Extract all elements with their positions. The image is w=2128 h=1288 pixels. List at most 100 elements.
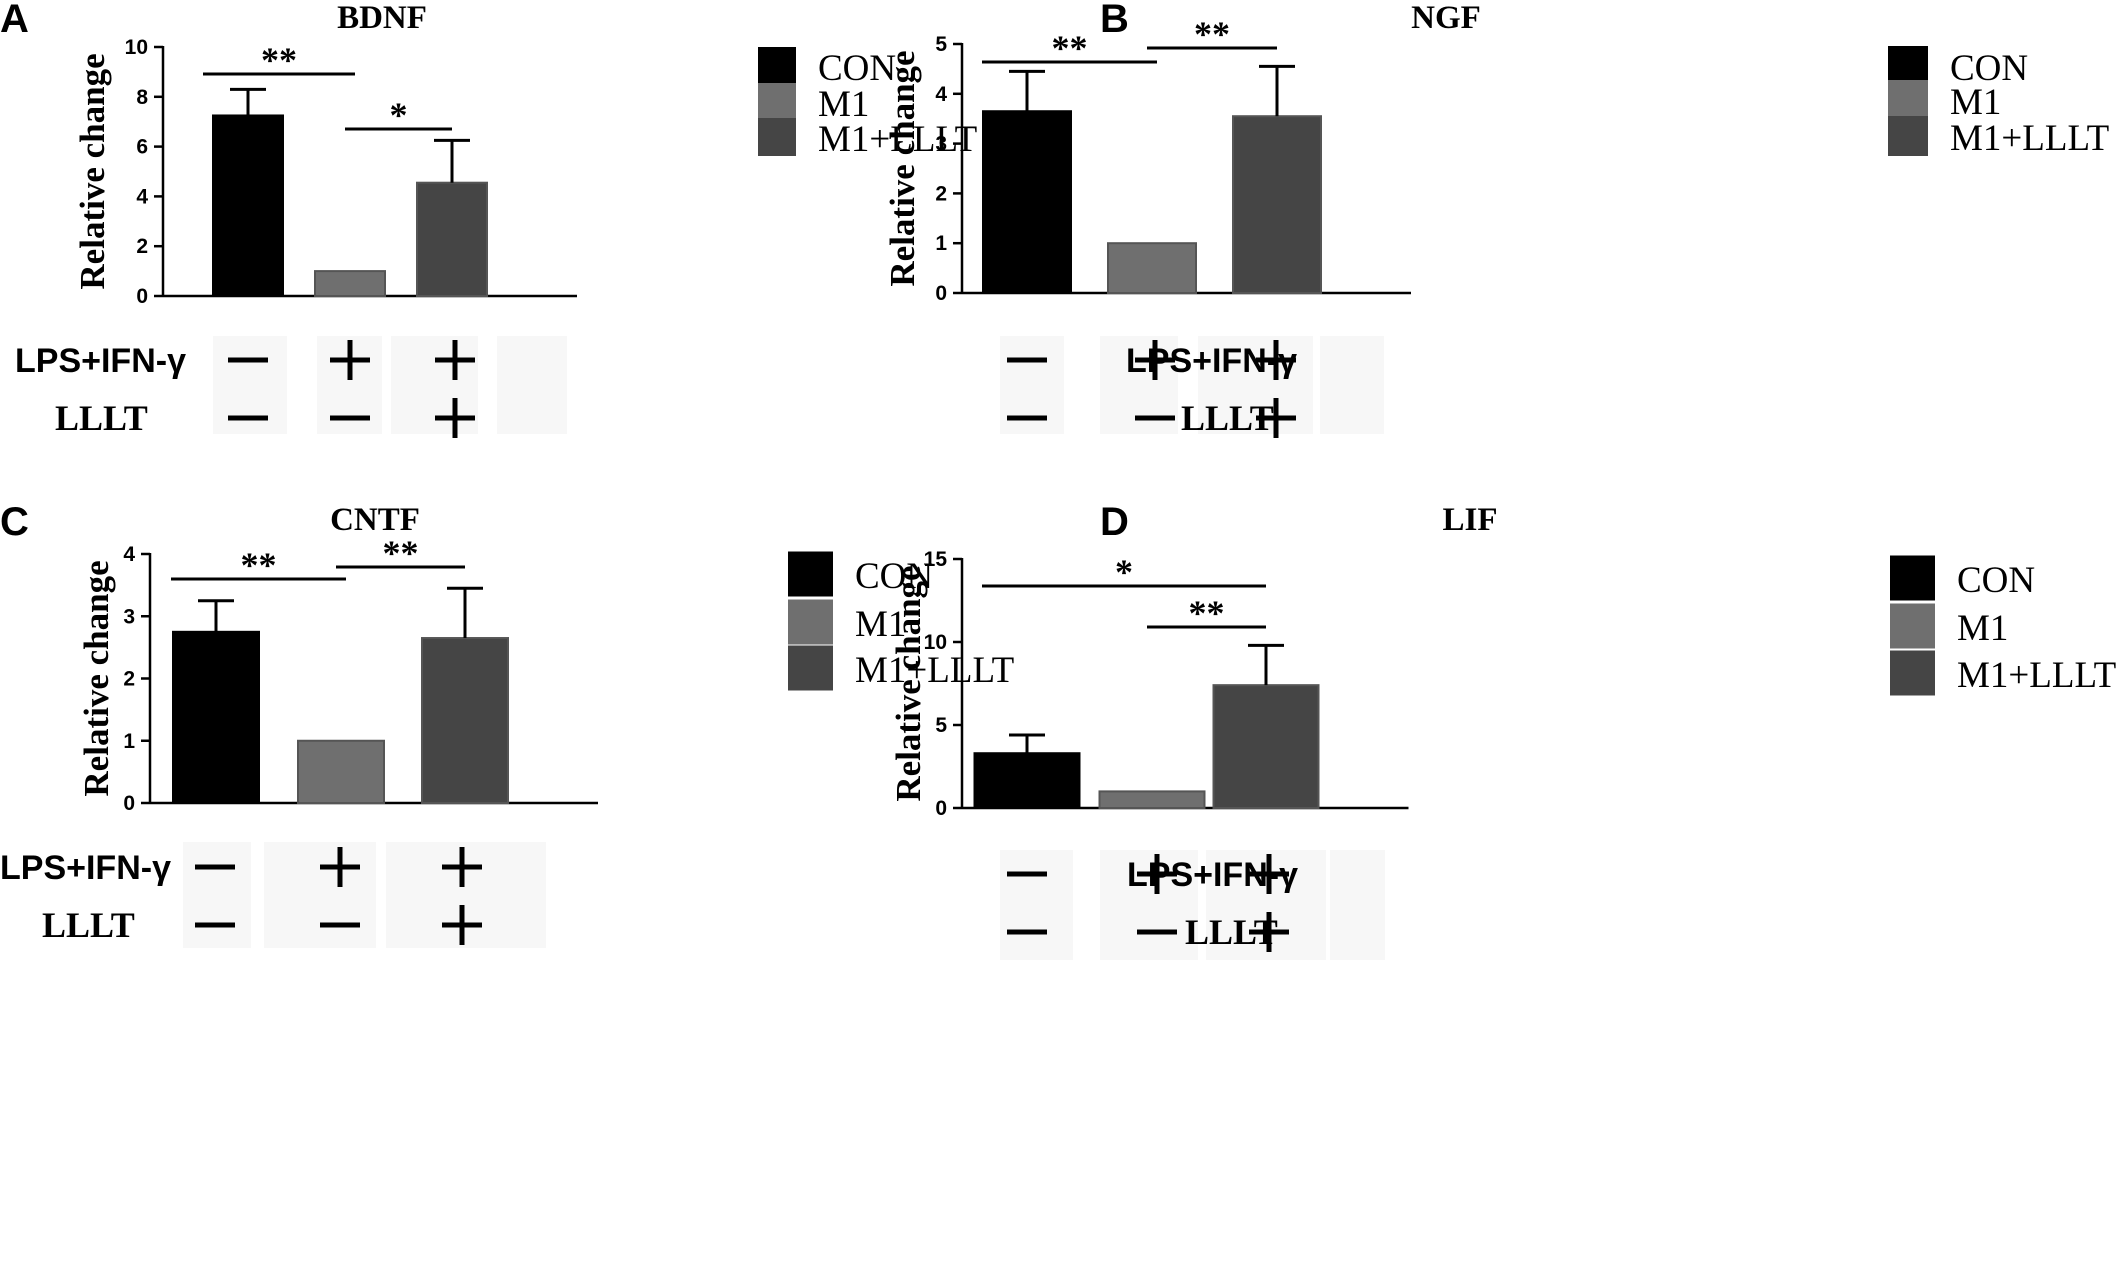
- table-background: [386, 842, 546, 948]
- treatment-row-label: LLLT: [42, 905, 135, 945]
- legend-swatch: [1888, 80, 1928, 120]
- significance-label: **: [241, 545, 277, 585]
- y-axis-label: Relative change: [883, 50, 922, 286]
- significance-label: *: [390, 95, 408, 135]
- y-tick-label: 15: [924, 548, 948, 571]
- y-tick-label: 5: [935, 33, 947, 56]
- y-tick-label: 2: [136, 235, 148, 258]
- y-tick-label: 4: [136, 185, 148, 208]
- legend-label: M1: [1957, 608, 2008, 649]
- significance-label: **: [1194, 14, 1230, 54]
- bar-m1: [1098, 790, 1206, 810]
- bar-m1: [297, 739, 385, 804]
- y-axis-label: Relative change: [77, 560, 116, 796]
- table-background: [1206, 850, 1326, 960]
- chart-title: BDNF: [337, 0, 427, 36]
- table-background: [183, 842, 251, 948]
- bar-con: [982, 110, 1072, 295]
- legend-label: CON: [1950, 48, 2028, 89]
- y-tick-label: 4: [935, 83, 947, 106]
- legend-swatch: [788, 551, 833, 597]
- legend-swatch: [1888, 116, 1928, 156]
- legend-swatch: [788, 599, 833, 645]
- plus-sign: [1249, 854, 1289, 894]
- chart-title: CNTF: [330, 502, 420, 538]
- legend-swatch: [758, 83, 796, 121]
- y-axis-label: Relative change: [73, 53, 112, 289]
- table-background: [1000, 850, 1073, 960]
- bar-m1-lllt: [1232, 115, 1322, 294]
- legend-swatch: [758, 47, 796, 85]
- table-background: [497, 336, 567, 434]
- plus-sign: [1137, 854, 1177, 894]
- significance-label: **: [1189, 593, 1225, 633]
- plus-sign: [1256, 340, 1296, 380]
- bar-m1: [1107, 242, 1197, 294]
- y-tick-label: 0: [935, 282, 947, 305]
- bar-m1-lllt: [421, 637, 509, 804]
- plus-sign: [442, 847, 482, 887]
- bar-con: [212, 114, 284, 297]
- y-tick-label: 3: [935, 133, 947, 156]
- plus-sign: [320, 847, 360, 887]
- y-tick-label: 0: [935, 797, 947, 820]
- panel-c: C CNTF Relative change 0 1 2 3 4 ** ** CON M1 M1+LLL…: [0, 500, 1014, 948]
- plus-sign: [435, 340, 475, 380]
- plus-sign: [1256, 398, 1296, 438]
- legend-swatch: [1890, 603, 1935, 649]
- y-tick-label: 3: [123, 605, 135, 628]
- bar-con: [973, 752, 1081, 809]
- y-axis-label: Relative change: [889, 565, 928, 801]
- treatment-row-label: LPS+IFN-γ: [15, 342, 186, 380]
- y-tick-label: 4: [123, 543, 135, 566]
- legend-label: M1: [1950, 82, 2001, 123]
- significance-label: **: [261, 40, 297, 80]
- treatment-row-label: LLLT: [55, 398, 148, 438]
- y-tick-label: 10: [125, 36, 148, 59]
- legend-label: M1+LLLT: [855, 650, 1014, 691]
- y-tick-label: 8: [136, 86, 148, 109]
- significance-label: **: [1052, 28, 1088, 68]
- table-background: [1320, 336, 1384, 434]
- y-tick-label: 2: [935, 182, 947, 205]
- legend-label: M1: [818, 84, 869, 125]
- table-background: [1330, 850, 1385, 960]
- bar-m1: [314, 270, 386, 298]
- legend-label: M1: [855, 604, 906, 645]
- y-tick-label: 1: [935, 232, 947, 255]
- panel-b: B NGF Relative change 0 1 2 3 4 5 ** ** CONM1M1+LLL…: [883, 0, 2109, 438]
- bar-m1-lllt: [1212, 684, 1320, 809]
- y-tick-label: 2: [123, 668, 135, 691]
- legend-swatch: [788, 645, 833, 691]
- table-background: [1100, 850, 1198, 960]
- panel-letter: D: [1100, 500, 1129, 544]
- plus-sign: [442, 905, 482, 945]
- bar-con: [172, 630, 260, 804]
- y-tick-label: 5: [935, 714, 947, 737]
- y-tick-label: 0: [136, 285, 148, 308]
- table-background: [264, 842, 376, 948]
- legend-swatch: [1890, 555, 1935, 601]
- plus-sign: [1249, 912, 1289, 952]
- chart-title: LIF: [1442, 502, 1497, 538]
- plus-sign: [435, 398, 475, 438]
- plus-sign: [1135, 340, 1175, 380]
- plus-sign: [330, 340, 370, 380]
- treatment-row-label: LPS+IFN-γ: [0, 849, 171, 887]
- panel-letter: C: [0, 500, 29, 544]
- y-tick-label: 10: [924, 631, 947, 654]
- legend-label: M1+LLLT: [1957, 655, 2116, 696]
- legend-label: CON: [855, 556, 933, 597]
- legend-swatch: [1890, 650, 1935, 696]
- y-tick-label: 6: [136, 136, 148, 159]
- legend-swatch: [758, 118, 796, 156]
- chart-title: NGF: [1411, 0, 1481, 36]
- legend-label: M1+LLLT: [818, 119, 977, 160]
- significance-label: **: [383, 533, 419, 573]
- panel-letter: B: [1100, 0, 1129, 41]
- significance-label: *: [1115, 552, 1133, 592]
- bar-m1-lllt: [416, 181, 488, 297]
- panel-letter: A: [0, 0, 29, 41]
